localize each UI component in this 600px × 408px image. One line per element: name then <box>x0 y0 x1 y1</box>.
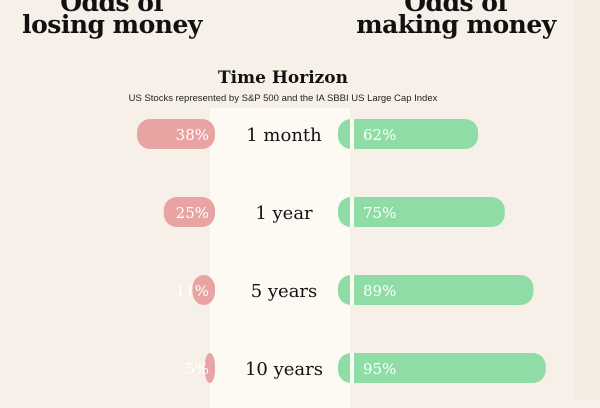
heading-losing-money-cut-top: Odds of <box>60 0 164 17</box>
losing-bar-label-1: 25% <box>176 204 209 222</box>
heading-making-money-text: making money <box>356 10 556 39</box>
making-bar-0 <box>338 119 479 149</box>
making-bar-label-0: 62% <box>363 126 396 144</box>
heading-losing-money-text: losing money <box>22 10 202 39</box>
losing-bar-label-3: 5% <box>185 360 209 378</box>
losing-bar-0 <box>137 119 215 149</box>
right-edge-strip <box>575 0 600 400</box>
making-bar-edge-2 <box>350 275 354 305</box>
making-bar-label-3: 95% <box>363 360 396 378</box>
heading-making-money-cut-top: Odds of <box>404 0 508 17</box>
center-panel <box>210 108 350 408</box>
chart-title: Time Horizon <box>218 68 348 88</box>
losing-bar-3 <box>204 353 215 383</box>
making-bar-edge-3 <box>350 353 354 383</box>
category-label-1: 1 year <box>255 203 313 224</box>
making-bar-edge-0 <box>350 119 354 149</box>
heading-making-money: Odds of making money <box>336 0 576 39</box>
making-bar-3 <box>338 353 546 383</box>
making-bar-1 <box>338 197 505 227</box>
making-bar-label-1: 75% <box>363 204 396 222</box>
losing-bar-1 <box>163 197 215 227</box>
losing-bar-2 <box>192 275 215 305</box>
losing-bar-label-2: 11% <box>176 282 209 300</box>
heading-losing-money: Odds of losing money <box>0 0 232 39</box>
making-bar-2 <box>338 275 534 305</box>
category-label-3: 10 years <box>245 359 323 380</box>
making-bar-edge-1 <box>350 197 354 227</box>
category-label-2: 5 years <box>251 281 318 302</box>
making-bar-label-2: 89% <box>363 282 396 300</box>
category-label-0: 1 month <box>246 125 322 146</box>
chart-subtitle: US Stocks represented by S&P 500 and the… <box>128 93 438 104</box>
losing-bar-label-0: 38% <box>176 126 209 144</box>
